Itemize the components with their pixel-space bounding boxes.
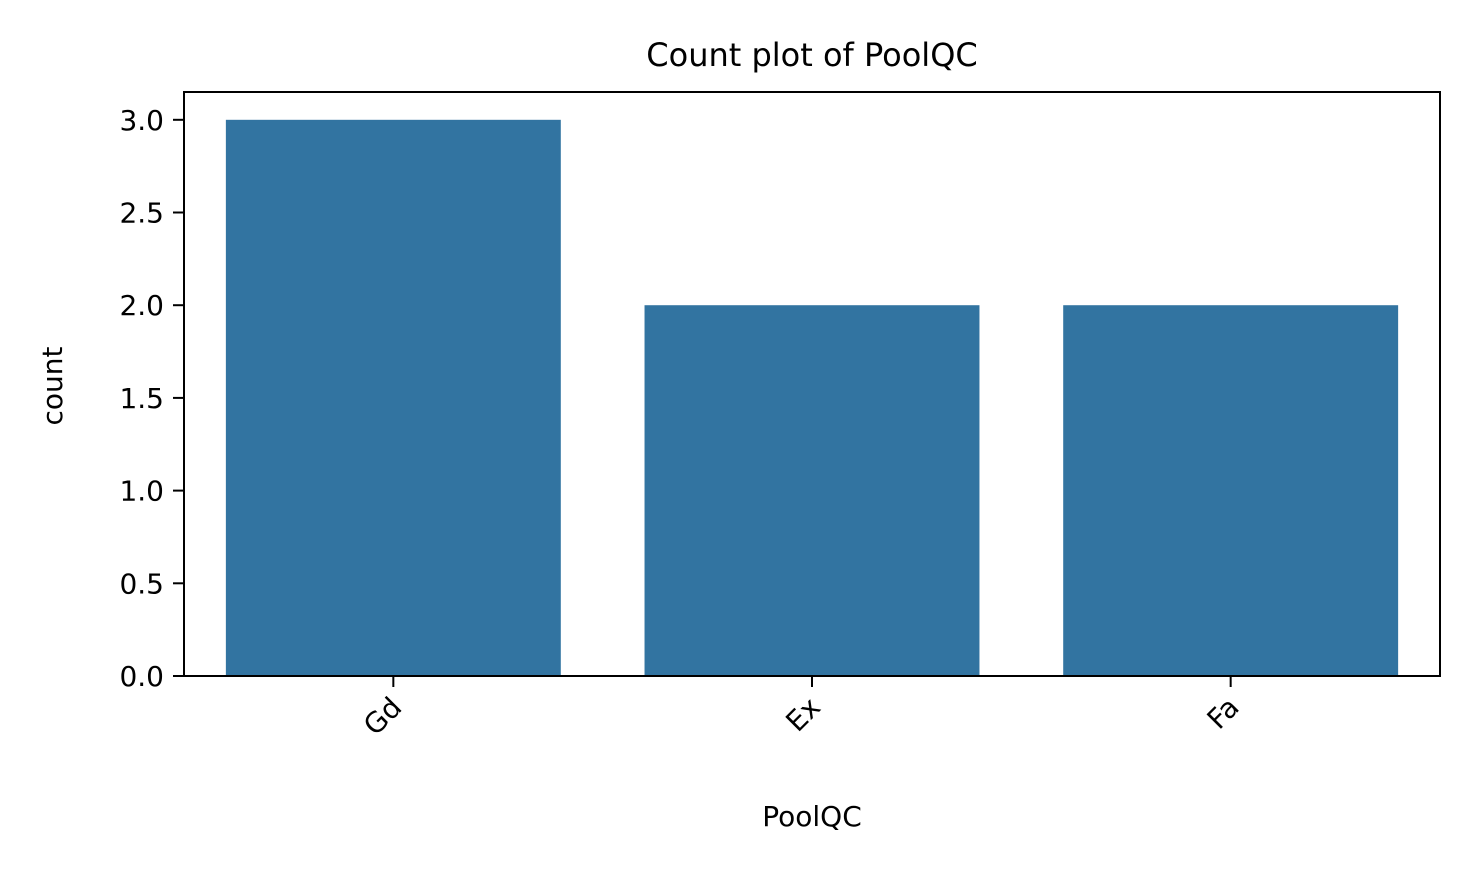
x-tick-label: Gd xyxy=(357,691,408,742)
x-tick-label: Fa xyxy=(1201,691,1246,736)
y-tick-label: 2.5 xyxy=(119,197,164,230)
chart-title: Count plot of PoolQC xyxy=(646,36,977,74)
bars-layer xyxy=(225,119,1399,676)
bar-fa xyxy=(1063,305,1399,676)
y-axis: 0.0 0.5 1.0 1.5 2.0 2.5 3.0 xyxy=(119,104,184,693)
y-tick-label: 2.0 xyxy=(119,289,164,322)
y-tick-label: 3.0 xyxy=(119,104,164,137)
x-axis-label: PoolQC xyxy=(762,800,862,833)
y-tick-label: 0.0 xyxy=(119,660,164,693)
y-tick-label: 1.0 xyxy=(119,475,164,508)
x-axis: Gd Ex Fa xyxy=(357,676,1246,742)
bar-gd xyxy=(225,119,561,676)
bar-ex xyxy=(644,305,980,676)
y-axis-label: count xyxy=(36,346,69,425)
y-tick-label: 0.5 xyxy=(119,567,164,600)
x-tick-label: Ex xyxy=(779,691,827,739)
y-tick-label: 1.5 xyxy=(119,382,164,415)
